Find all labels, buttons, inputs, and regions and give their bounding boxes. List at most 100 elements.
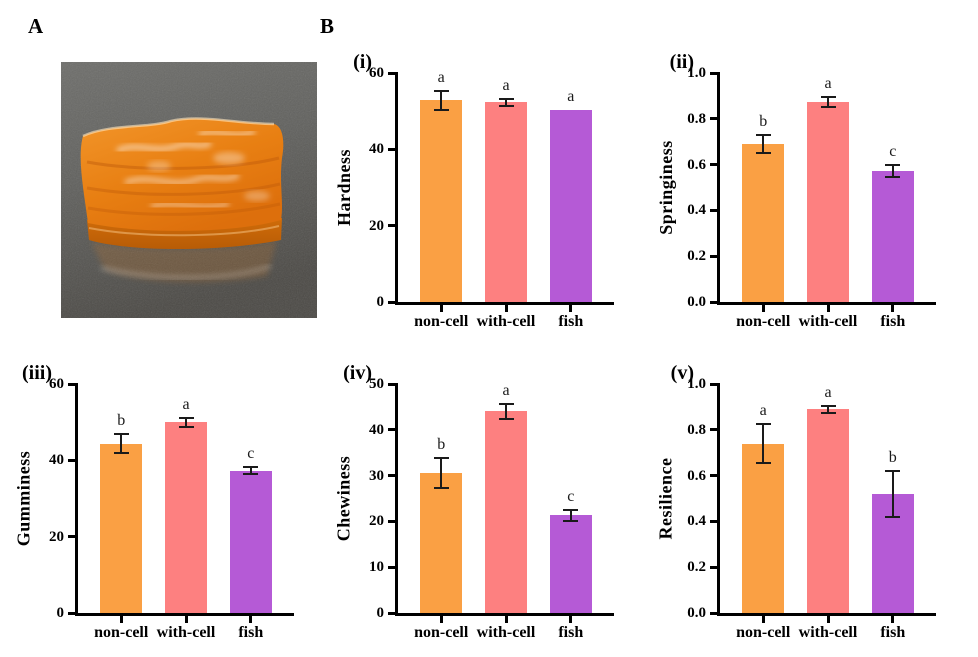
panel-label: (ii) bbox=[669, 51, 694, 73]
chart-hardness: (i) Hardness 0 20 40 60 a non-cell a with-cell a fi… bbox=[334, 51, 614, 330]
plot-area: (iv) Chewiness 0 10 20 30 40 50 b non-cell a with-c… bbox=[334, 362, 614, 641]
y-tick-label: 0.2 bbox=[687, 248, 706, 265]
x-tick bbox=[891, 616, 895, 623]
bar-non-cell bbox=[420, 100, 463, 302]
error-bar bbox=[762, 424, 765, 463]
x-category-label: non-cell bbox=[414, 313, 469, 330]
error-bar-cap-top bbox=[755, 423, 771, 426]
y-tick-label: 0.0 bbox=[687, 294, 706, 310]
y-tick bbox=[68, 382, 75, 386]
x-category-label: non-cell bbox=[736, 313, 791, 330]
bar-fish bbox=[229, 470, 272, 613]
y-axis bbox=[75, 383, 78, 616]
significance-letter: a bbox=[437, 68, 445, 86]
y-tick bbox=[388, 519, 395, 523]
y-tick-label: 0.2 bbox=[687, 559, 706, 576]
y-tick bbox=[68, 458, 75, 462]
error-bar-cap-bottom bbox=[113, 451, 129, 454]
error-bar-cap-top bbox=[820, 95, 836, 98]
x-category-label: fish bbox=[880, 313, 906, 330]
x-tick bbox=[569, 616, 573, 623]
bar-with-cell bbox=[807, 409, 849, 613]
y-tick bbox=[710, 428, 717, 432]
error-bar bbox=[505, 98, 507, 107]
error-bar bbox=[505, 404, 507, 419]
error-bar-cap-top bbox=[885, 163, 901, 166]
y-axis bbox=[395, 72, 398, 305]
error-bar bbox=[185, 417, 187, 427]
y-tick-label: 10 bbox=[369, 559, 384, 576]
error-bar-cap-bottom bbox=[178, 425, 194, 428]
error-bar-cap-top bbox=[755, 133, 771, 136]
x-category-label: fish bbox=[880, 624, 906, 641]
error-bar-cap-bottom bbox=[563, 519, 579, 522]
y-tick bbox=[388, 71, 395, 75]
panel-b-label: B bbox=[320, 14, 335, 38]
x-tick bbox=[761, 305, 765, 312]
bar-non-cell bbox=[420, 472, 463, 613]
x-tick bbox=[504, 305, 508, 312]
bar-with-cell bbox=[165, 422, 207, 613]
gel-sample-photo bbox=[61, 62, 317, 318]
error-bar-cap-bottom bbox=[820, 105, 836, 108]
x-category-label: non-cell bbox=[736, 624, 791, 641]
plot-area: (i) Hardness 0 20 40 60 a non-cell a with-cell a fi… bbox=[334, 51, 614, 330]
gel-sample-photo-svg bbox=[61, 62, 317, 318]
error-bar-cap-bottom bbox=[498, 417, 514, 420]
x-axis bbox=[717, 302, 936, 305]
y-axis-label: Springiness bbox=[650, 73, 682, 302]
y-tick-label: 0.0 bbox=[687, 605, 706, 621]
y-tick bbox=[710, 163, 717, 167]
panel-label: (v) bbox=[670, 362, 694, 384]
x-axis bbox=[395, 613, 614, 616]
significance-letter: b bbox=[117, 412, 126, 430]
significance-letter: b bbox=[759, 112, 768, 130]
y-tick bbox=[388, 300, 395, 304]
y-tick-label: 0 bbox=[376, 294, 385, 310]
significance-letter: a bbox=[824, 383, 832, 401]
y-tick-label: 0.6 bbox=[687, 156, 706, 173]
x-category-label: fish bbox=[238, 624, 264, 641]
x-tick bbox=[504, 616, 508, 623]
error-bar bbox=[827, 96, 829, 107]
y-tick-label: 20 bbox=[369, 217, 384, 234]
error-bar-cap-top bbox=[498, 403, 514, 406]
y-tick-label: 20 bbox=[49, 528, 64, 545]
error-bar bbox=[827, 405, 829, 413]
error-bar bbox=[120, 434, 123, 453]
significance-letter: a bbox=[759, 402, 767, 420]
x-tick bbox=[439, 305, 443, 312]
x-tick bbox=[826, 616, 830, 623]
x-category-label: non-cell bbox=[94, 624, 149, 641]
error-bar-cap-top bbox=[433, 456, 449, 459]
y-tick bbox=[388, 382, 395, 386]
x-tick bbox=[249, 616, 253, 623]
x-category-label: with-cell bbox=[476, 624, 536, 641]
x-tick bbox=[826, 305, 830, 312]
y-tick bbox=[710, 254, 717, 258]
x-category-label: with-cell bbox=[476, 313, 536, 330]
bar-fish bbox=[871, 171, 914, 302]
error-bar-cap-bottom bbox=[820, 411, 836, 414]
x-axis bbox=[717, 613, 936, 616]
error-bar-cap-top bbox=[820, 404, 836, 407]
error-bar bbox=[891, 471, 894, 517]
error-bar-cap-bottom bbox=[885, 515, 901, 518]
x-category-label: non-cell bbox=[414, 624, 469, 641]
chart-resilience: (v) Resilience 0.0 0.2 0.4 0.6 0.8 1.0 a non-cell… bbox=[656, 362, 936, 641]
significance-letter: b bbox=[437, 435, 446, 453]
x-category-label: with-cell bbox=[798, 313, 858, 330]
chart-chewiness: (iv) Chewiness 0 10 20 30 40 50 b non-cell a with-c… bbox=[334, 362, 614, 641]
bar-with-cell bbox=[807, 101, 849, 302]
y-tick bbox=[388, 428, 395, 432]
bar-fish bbox=[549, 515, 592, 613]
y-tick bbox=[710, 611, 717, 615]
error-bar bbox=[440, 457, 443, 488]
significance-letter: a bbox=[502, 382, 510, 400]
y-tick bbox=[710, 71, 717, 75]
y-tick bbox=[388, 565, 395, 569]
y-axis-label: Hardness bbox=[328, 73, 360, 302]
x-axis bbox=[75, 613, 294, 616]
y-tick-label: 0.8 bbox=[687, 110, 706, 127]
